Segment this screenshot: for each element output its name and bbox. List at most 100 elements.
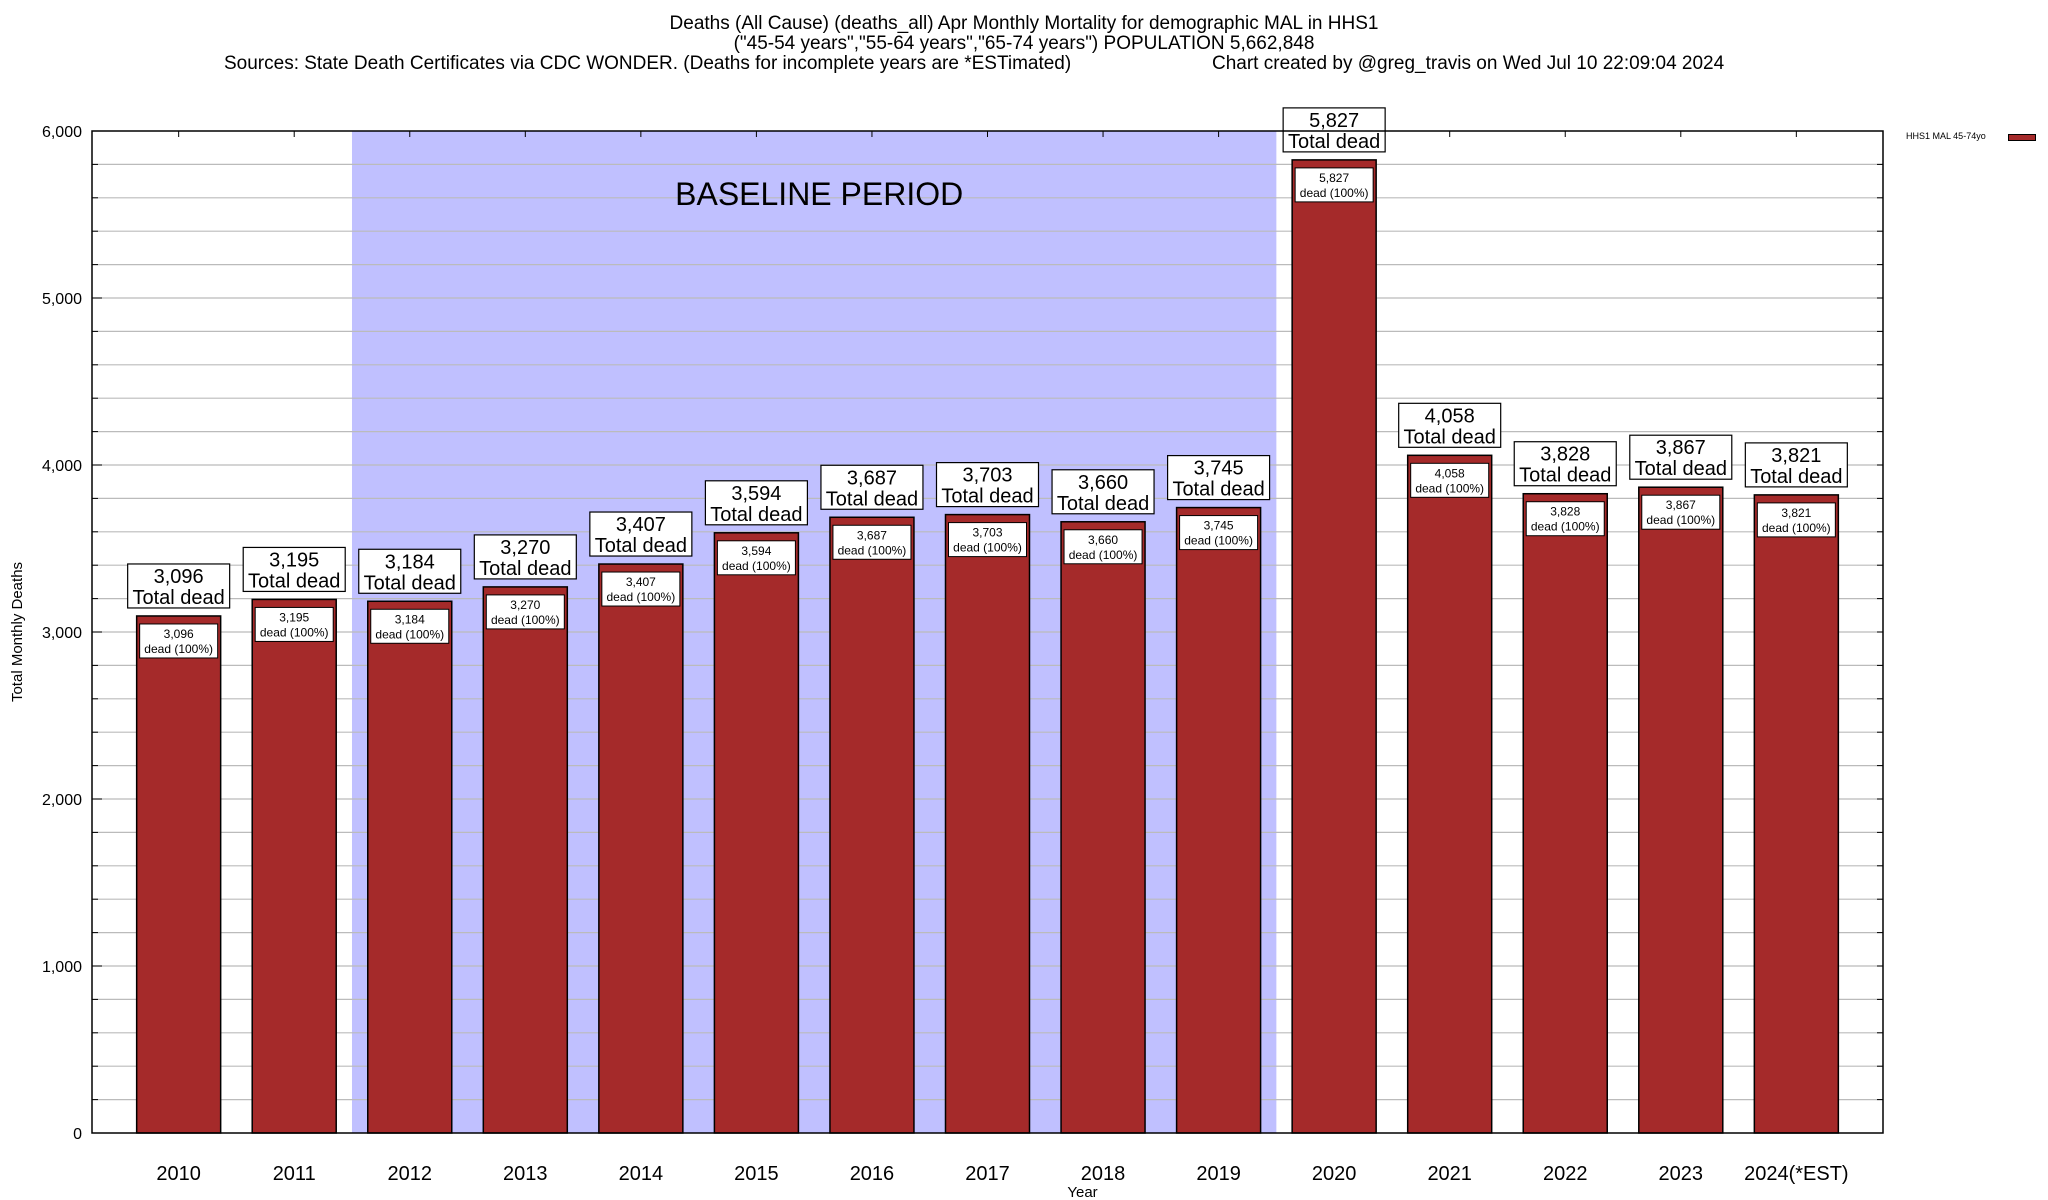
total-label-value: 3,407 <box>616 514 666 536</box>
total-label-value: 3,184 <box>385 551 435 573</box>
x-tick-label: 2011 <box>273 1163 316 1185</box>
bar <box>1522 492 1608 1134</box>
inner-label-box <box>254 606 334 642</box>
y-tick-label: 2,000 <box>42 792 82 809</box>
total-label-suffix: Total dead <box>133 587 225 609</box>
inner-label-value: 3,703 <box>972 526 1002 540</box>
inner-label-value: 3,184 <box>395 612 425 626</box>
total-label-suffix: Total dead <box>1519 465 1611 487</box>
x-tick-label: 2012 <box>388 1163 433 1185</box>
total-label-suffix: Total dead <box>1172 479 1264 501</box>
inner-label-suffix: dead (100%) <box>953 541 1022 555</box>
inner-label-suffix: dead (100%) <box>491 613 560 627</box>
total-label-box <box>935 461 1040 508</box>
total-label-box <box>1629 434 1733 480</box>
legend-label: HHS1 MAL 45-74yo <box>1906 131 1986 141</box>
total-label-value: 3,594 <box>731 483 781 505</box>
y-tick-label: 0 <box>73 1126 82 1143</box>
total-label-value: 5,827 <box>1309 110 1359 132</box>
inner-label-box <box>370 608 450 644</box>
inner-label-value: 3,407 <box>626 575 656 589</box>
x-tick-label: 2016 <box>850 1163 895 1185</box>
inner-label-box <box>716 540 796 576</box>
x-tick-label: 2019 <box>1196 1163 1241 1185</box>
chart-credit: Chart created by @greg_travis on Wed Jul… <box>1212 53 1725 74</box>
y-tick-label: 1,000 <box>42 959 82 976</box>
total-label-suffix: Total dead <box>941 486 1033 508</box>
total-label-value: 3,687 <box>847 467 897 489</box>
inner-label-box <box>1525 501 1605 537</box>
inner-label-suffix: dead (100%) <box>1415 481 1484 495</box>
total-label-value: 3,821 <box>1771 445 1821 467</box>
chart-title: Deaths (All Cause) (deaths_all) Apr Mont… <box>669 13 1379 34</box>
total-label-suffix: Total dead <box>710 504 802 526</box>
x-tick-label: 2014 <box>619 1163 664 1185</box>
inner-label-suffix: dead (100%) <box>1184 534 1253 548</box>
inner-label-box <box>1063 529 1143 565</box>
inner-label-box <box>1756 502 1836 538</box>
total-label-value: 4,058 <box>1425 405 1475 427</box>
y-tick-label: 6,000 <box>42 124 82 141</box>
bar <box>713 532 800 1134</box>
bar <box>829 516 915 1134</box>
total-label-value: 3,867 <box>1656 437 1706 459</box>
total-label-box <box>1166 454 1271 501</box>
total-label-suffix: Total dead <box>248 570 340 592</box>
inner-label-box <box>485 594 565 630</box>
x-tick-label: 2010 <box>156 1163 201 1185</box>
inner-label-box <box>1641 494 1721 530</box>
total-label-box <box>1282 107 1386 153</box>
total-label-box <box>358 548 462 594</box>
x-tick-label: 2022 <box>1543 1163 1588 1185</box>
total-label-suffix: Total dead <box>595 535 687 557</box>
total-label-suffix: Total dead <box>1635 458 1727 480</box>
bar <box>1638 486 1724 1134</box>
total-label-box <box>820 464 924 510</box>
inner-label-value: 3,270 <box>510 598 540 612</box>
inner-label-suffix: dead (100%) <box>1646 513 1715 527</box>
inner-label-value: 3,594 <box>741 544 771 558</box>
total-label-suffix: Total dead <box>1288 131 1380 153</box>
total-label-box <box>1398 402 1502 448</box>
total-label-suffix: Total dead <box>479 558 571 580</box>
total-label-box <box>1513 441 1617 487</box>
total-label-value: 3,660 <box>1078 472 1128 494</box>
bar <box>1291 159 1377 1134</box>
x-tick-label: 2015 <box>734 1163 779 1185</box>
bar <box>482 586 569 1134</box>
y-axis-label: Total Monthly Deaths <box>9 562 26 702</box>
inner-label-value: 3,195 <box>279 610 309 624</box>
inner-label-box <box>832 524 912 560</box>
inner-label-value: 4,058 <box>1435 466 1465 480</box>
total-label-suffix: Total dead <box>826 488 918 510</box>
baseline-label: BASELINE PERIOD <box>675 176 963 212</box>
inner-label-suffix: dead (100%) <box>838 543 907 557</box>
total-label-value: 3,096 <box>154 566 204 588</box>
total-label-box <box>127 563 231 609</box>
chart-sources: Sources: State Death Certificates via CD… <box>224 53 1072 74</box>
inner-label-value: 3,867 <box>1666 498 1696 512</box>
x-tick-label: 2018 <box>1081 1163 1126 1185</box>
inner-label-value: 3,687 <box>857 528 887 542</box>
inner-label-value: 3,745 <box>1204 519 1234 533</box>
inner-label-box <box>139 623 219 659</box>
inner-label-suffix: dead (100%) <box>1531 520 1600 534</box>
inner-label-suffix: dead (100%) <box>1069 548 1138 562</box>
plot-frame <box>91 130 1884 1134</box>
inner-label-suffix: dead (100%) <box>722 559 791 573</box>
inner-label-box <box>1410 462 1490 498</box>
bar <box>944 513 1031 1134</box>
chart-subtitle: ("45-54 years","55-64 years","65-74 year… <box>733 33 1315 54</box>
bar <box>1406 454 1493 1134</box>
total-label-value: 3,195 <box>269 549 319 571</box>
total-label-value: 3,270 <box>500 537 550 559</box>
y-tick-label: 3,000 <box>42 625 82 642</box>
bar <box>1060 521 1146 1134</box>
bar <box>251 598 337 1134</box>
inner-label-suffix: dead (100%) <box>375 627 444 641</box>
inner-label-value: 3,828 <box>1550 505 1580 519</box>
legend-swatch <box>2008 134 2036 141</box>
inner-label-value: 3,660 <box>1088 533 1118 547</box>
total-label-value: 3,745 <box>1194 458 1244 480</box>
